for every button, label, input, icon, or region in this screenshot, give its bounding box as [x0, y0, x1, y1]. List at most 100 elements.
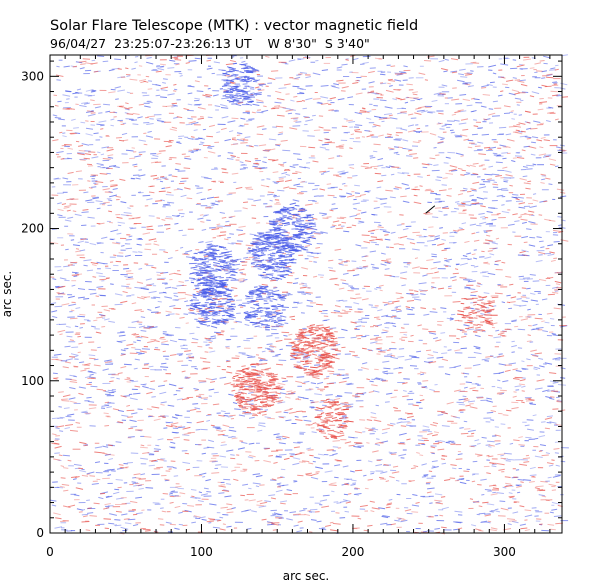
field-vector	[180, 344, 185, 347]
field-vector	[80, 238, 87, 241]
field-vector	[393, 407, 398, 409]
field-vector	[140, 335, 149, 339]
field-vector	[261, 518, 267, 521]
field-vector	[387, 211, 392, 213]
field-vector	[336, 395, 342, 397]
field-vector	[284, 169, 291, 171]
field-vector	[314, 393, 322, 396]
field-vector	[357, 209, 362, 212]
field-vector	[463, 420, 468, 423]
field-vector	[145, 135, 154, 138]
field-vector	[496, 194, 504, 197]
field-vector	[121, 414, 129, 417]
field-vector	[545, 177, 551, 180]
field-vector	[335, 227, 344, 230]
field-vector	[539, 122, 544, 125]
field-vector	[460, 335, 467, 338]
field-vector	[294, 277, 299, 280]
field-vector	[506, 409, 512, 412]
field-vector	[452, 301, 461, 303]
field-vector	[148, 238, 157, 241]
field-vector	[118, 339, 126, 343]
field-vector	[184, 187, 191, 190]
field-vector	[525, 187, 531, 190]
field-vector	[75, 250, 81, 253]
field-vector	[69, 429, 78, 432]
field-vector	[173, 57, 179, 60]
field-vector	[521, 91, 529, 93]
field-vector	[324, 470, 333, 473]
field-vector	[473, 345, 481, 349]
field-vector	[279, 392, 287, 395]
field-vector	[433, 147, 437, 149]
field-vector	[534, 437, 539, 440]
field-vector	[556, 146, 563, 149]
field-vector	[145, 278, 152, 281]
field-vector	[242, 95, 250, 98]
field-vector	[198, 396, 202, 399]
field-vector	[402, 382, 408, 385]
field-vector	[463, 399, 470, 402]
field-vector	[107, 389, 114, 392]
field-vector	[161, 343, 169, 346]
field-vector	[62, 177, 69, 180]
field-vector	[229, 216, 233, 219]
field-vector	[437, 243, 445, 246]
field-vector	[293, 446, 300, 449]
field-vector	[463, 470, 470, 472]
field-vector	[236, 138, 245, 142]
field-vector	[345, 59, 349, 61]
field-vector	[257, 83, 265, 85]
field-vector	[209, 248, 217, 250]
field-vector	[407, 412, 413, 415]
field-vector	[337, 170, 345, 173]
field-vector	[243, 256, 249, 259]
field-vector	[391, 341, 396, 344]
field-vector	[497, 355, 505, 358]
field-vector	[332, 220, 340, 223]
field-vector	[121, 132, 128, 136]
field-vector	[236, 88, 244, 91]
field-vector	[191, 302, 199, 305]
field-vector	[427, 111, 433, 114]
field-vector	[341, 171, 349, 174]
field-vector	[93, 358, 99, 361]
field-vector	[363, 241, 371, 244]
field-vector	[62, 135, 67, 138]
field-vector	[342, 465, 349, 468]
field-vector	[193, 268, 201, 272]
field-vector	[427, 487, 435, 490]
field-vector	[434, 235, 440, 238]
field-vector	[533, 368, 538, 371]
field-vector	[393, 188, 399, 190]
field-vector	[529, 292, 536, 295]
field-vector	[272, 529, 277, 531]
field-vector	[443, 70, 448, 73]
field-vector	[501, 210, 510, 214]
field-vector	[431, 287, 435, 289]
field-vector	[440, 458, 446, 460]
field-vector	[147, 115, 155, 118]
field-vector	[495, 329, 500, 332]
field-vector	[191, 337, 199, 341]
field-vector	[133, 165, 138, 168]
field-vector	[499, 500, 506, 502]
field-vector	[537, 108, 544, 111]
field-vector	[244, 65, 251, 67]
field-vector	[71, 346, 79, 348]
field-vector	[129, 78, 138, 81]
field-vector	[222, 298, 227, 300]
field-vector	[445, 260, 450, 263]
field-vector	[521, 149, 526, 152]
field-vector	[76, 508, 83, 511]
field-vector	[384, 274, 392, 277]
field-vector	[242, 207, 248, 210]
field-vector	[440, 496, 446, 498]
field-vector	[143, 80, 149, 83]
field-vector	[475, 347, 481, 350]
field-vector	[86, 471, 95, 475]
field-vector	[117, 421, 124, 424]
field-vector	[292, 282, 299, 284]
field-vector	[252, 103, 260, 106]
field-vector	[502, 166, 508, 169]
